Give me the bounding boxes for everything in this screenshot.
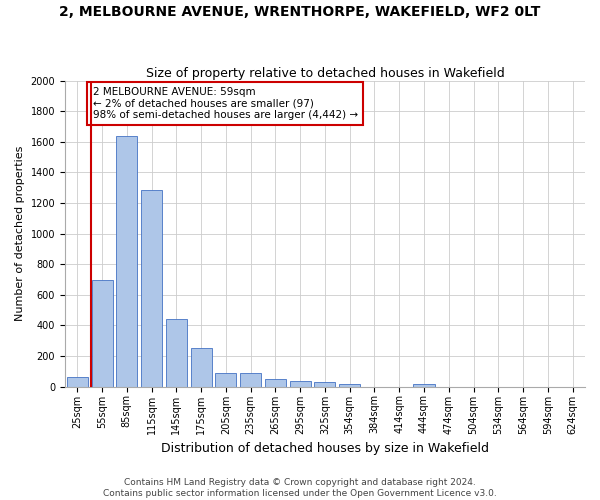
Bar bbox=[67, 376, 88, 386]
Bar bbox=[116, 136, 137, 386]
Bar bbox=[265, 379, 286, 386]
Bar bbox=[215, 373, 236, 386]
Bar bbox=[191, 348, 212, 387]
Bar bbox=[92, 280, 113, 386]
Bar bbox=[290, 380, 311, 386]
Text: 2, MELBOURNE AVENUE, WRENTHORPE, WAKEFIELD, WF2 0LT: 2, MELBOURNE AVENUE, WRENTHORPE, WAKEFIE… bbox=[59, 5, 541, 19]
Text: 2 MELBOURNE AVENUE: 59sqm
← 2% of detached houses are smaller (97)
98% of semi-d: 2 MELBOURNE AVENUE: 59sqm ← 2% of detach… bbox=[92, 87, 358, 120]
Bar bbox=[413, 384, 434, 386]
Title: Size of property relative to detached houses in Wakefield: Size of property relative to detached ho… bbox=[146, 66, 505, 80]
Text: Contains HM Land Registry data © Crown copyright and database right 2024.
Contai: Contains HM Land Registry data © Crown c… bbox=[103, 478, 497, 498]
Bar bbox=[314, 382, 335, 386]
Bar bbox=[141, 190, 162, 386]
Bar bbox=[339, 384, 360, 386]
Y-axis label: Number of detached properties: Number of detached properties bbox=[15, 146, 25, 322]
Bar bbox=[166, 318, 187, 386]
Bar bbox=[240, 373, 261, 386]
X-axis label: Distribution of detached houses by size in Wakefield: Distribution of detached houses by size … bbox=[161, 442, 489, 455]
